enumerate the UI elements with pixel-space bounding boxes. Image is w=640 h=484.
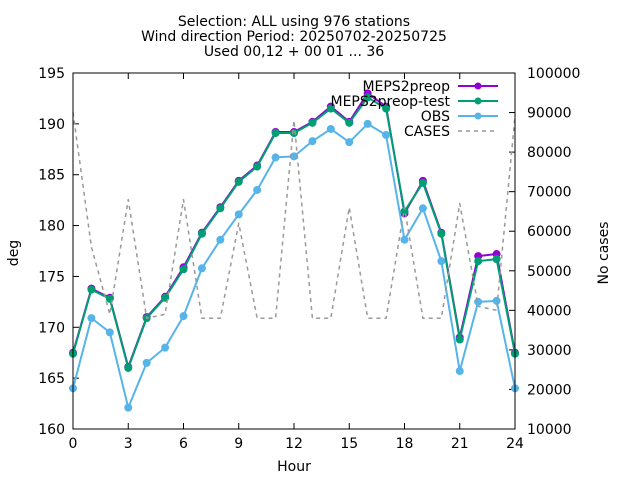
- y-tick-label: 185: [38, 168, 65, 184]
- y-tick-label: 190: [38, 117, 65, 133]
- data-point-obs: [382, 131, 391, 140]
- data-point-obs: [455, 367, 464, 376]
- title-line-3: Used 00,12 + 00 01 ... 36: [204, 44, 384, 60]
- data-point-obs: [124, 403, 133, 412]
- x-tick-label: 3: [124, 436, 133, 452]
- data-point-obs: [253, 185, 262, 194]
- legend-marker: [474, 97, 482, 105]
- y-tick-label: 160: [38, 422, 65, 438]
- x-tick-label: 6: [179, 436, 188, 452]
- legend-item-meps2preop: MEPS2preop: [362, 79, 498, 95]
- data-point-obs: [363, 119, 372, 128]
- y2-tick-label: 80000: [527, 145, 572, 161]
- series-obs: [69, 119, 519, 412]
- data-point-meps2preop-test: [382, 104, 391, 113]
- data-point-obs: [179, 312, 188, 321]
- legend-marker: [474, 82, 482, 90]
- y2-tick-label: 100000: [527, 66, 580, 82]
- legend-item-cases: CASES: [404, 124, 498, 140]
- legend-label: MEPS2preop: [362, 79, 450, 95]
- data-point-obs: [290, 152, 298, 161]
- data-point-meps2preop-test: [474, 257, 483, 266]
- legend-label: OBS: [421, 109, 450, 125]
- title-line-1: Selection: ALL using 976 stations: [178, 14, 410, 30]
- data-point-meps2preop-test: [290, 129, 298, 138]
- y2-tick-label: 70000: [527, 185, 572, 201]
- y2-tick-label: 90000: [527, 106, 572, 122]
- legend-label: MEPS2preop-test: [331, 94, 451, 110]
- data-point-meps2preop-test: [455, 335, 464, 344]
- data-point-meps2preop-test: [437, 229, 446, 238]
- y2-tick-label: 20000: [527, 382, 572, 398]
- chart-title: Selection: ALL using 976 stations Wind d…: [141, 14, 447, 60]
- data-point-meps2preop-test: [345, 118, 354, 127]
- data-point-meps2preop-test: [197, 229, 206, 238]
- x-axis-label: Hour: [277, 459, 311, 475]
- data-point-meps2preop-test: [271, 129, 280, 138]
- plot-frame: [72, 72, 516, 430]
- data-point-meps2preop-test: [418, 178, 427, 187]
- data-point-obs: [345, 138, 354, 147]
- data-point-meps2preop-test: [216, 204, 225, 213]
- series-cases: [72, 112, 516, 319]
- legend-item-obs: OBS: [421, 109, 498, 125]
- x-tick-label: 24: [506, 436, 524, 452]
- y-tick-label: 180: [38, 219, 65, 235]
- series-line-cases: [72, 112, 516, 319]
- y-tick-label: 165: [38, 371, 65, 387]
- x-tick-label: 18: [396, 436, 414, 452]
- y2-tick-label: 10000: [527, 422, 572, 438]
- data-point-obs: [105, 328, 114, 337]
- title-line-2: Wind direction Period: 20250702-20250725: [141, 29, 447, 45]
- y2-tick-label: 40000: [527, 303, 572, 319]
- data-point-meps2preop-test: [124, 363, 133, 372]
- data-point-meps2preop-test: [234, 177, 243, 186]
- data-point-obs: [234, 210, 243, 219]
- y2-tick-label: 50000: [527, 264, 572, 280]
- data-point-obs: [308, 137, 317, 146]
- y-axis-label: deg: [6, 240, 22, 266]
- y-tick-label: 195: [38, 66, 65, 82]
- data-point-meps2preop-test: [492, 255, 501, 264]
- data-point-obs: [197, 264, 206, 273]
- data-point-obs: [418, 204, 427, 213]
- x-tick-label: 21: [451, 436, 469, 452]
- data-point-meps2preop-test: [253, 162, 262, 171]
- data-point-meps2preop-test: [363, 93, 372, 102]
- series-meps2preop-test: [69, 93, 519, 372]
- data-point-obs: [437, 257, 446, 266]
- data-point-obs: [271, 153, 280, 162]
- x-tick-label: 15: [340, 436, 358, 452]
- x-tick-label: 0: [69, 436, 78, 452]
- data-point-obs: [326, 124, 335, 133]
- data-point-obs: [216, 235, 225, 244]
- data-point-meps2preop-test: [87, 285, 96, 294]
- y2-tick-label: 60000: [527, 224, 572, 240]
- x-tick-label: 9: [234, 436, 243, 452]
- legend-marker: [474, 112, 482, 120]
- x-tick-label: 12: [285, 436, 303, 452]
- series-line-obs: [72, 122, 516, 409]
- legend-label: CASES: [404, 124, 450, 140]
- y-tick-label: 170: [38, 320, 65, 336]
- data-point-obs: [400, 235, 409, 244]
- data-point-obs: [161, 343, 170, 352]
- y2-tick-label: 30000: [527, 343, 572, 359]
- series-group: [69, 89, 519, 412]
- data-point-obs: [87, 314, 96, 323]
- data-point-obs: [142, 358, 151, 367]
- legend-item-meps2preop-test: MEPS2preop-test: [331, 94, 498, 110]
- y-tick-label: 175: [38, 269, 65, 285]
- data-point-obs: [474, 297, 483, 306]
- y2-axis-label: No cases: [596, 222, 612, 285]
- data-point-meps2preop-test: [179, 265, 188, 274]
- axes: 0 3 6 9 12 15 18 21 24 160 165 170 175 180 185 190 195 10…: [38, 66, 580, 452]
- data-point-meps2preop-test: [308, 118, 317, 127]
- data-point-meps2preop-test: [326, 104, 335, 113]
